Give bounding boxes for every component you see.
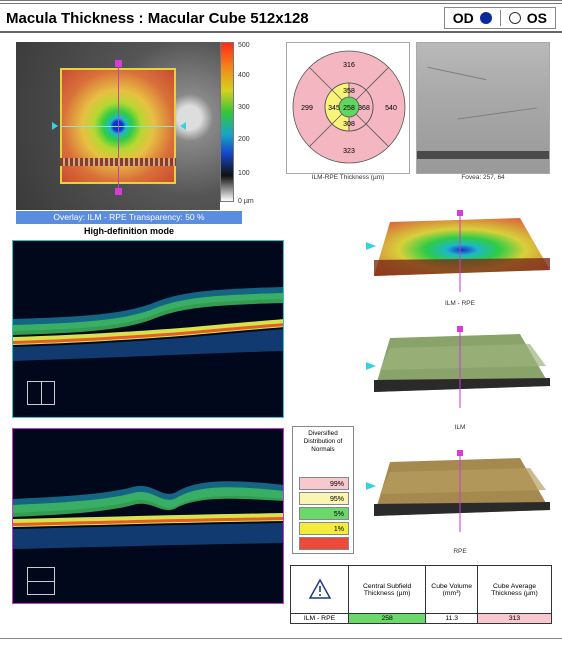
thickness-surface-3d[interactable]	[360, 208, 560, 300]
eye-od-option[interactable]: OD	[445, 10, 500, 26]
scan-marker-bottom[interactable]	[115, 188, 122, 195]
etdrs-outer-inferior: 323	[343, 148, 355, 155]
scale-tick: 100	[238, 170, 250, 177]
page-title: Macula Thickness : Macular Cube 512x128	[6, 9, 309, 27]
average-value: 313	[477, 613, 552, 624]
etdrs-grid-drawing: 258 358 345 368 308 316 299 540 323	[292, 50, 406, 164]
etdrs-caption: ILM-RPE Thickness (µm)	[311, 174, 385, 181]
col-central-subfield: Central Subfield Thickness (µm)	[347, 565, 427, 614]
thickness-stats-table: Central Subfield Thickness (µm) Cube Vol…	[290, 565, 552, 624]
header-divider	[0, 31, 562, 33]
legend-row	[299, 537, 349, 550]
eye-od-label: OD	[452, 10, 474, 26]
scan-arrow-left-icon[interactable]	[52, 122, 58, 130]
vessel-line	[457, 107, 537, 120]
eye-os-option[interactable]: OS	[499, 10, 555, 26]
scan-arrow-right-icon[interactable]	[180, 122, 186, 130]
central-value: 258	[347, 613, 427, 624]
surface-caption: ILM	[454, 424, 466, 431]
bscan-layers	[13, 287, 283, 361]
legend-row: 1%	[299, 522, 349, 535]
etdrs-center-value: 258	[343, 105, 355, 112]
mode-label: High-definition mode	[84, 226, 174, 236]
table-row: ILM - RPE 258 11.3 313	[290, 613, 552, 624]
scale-tick: 400	[238, 72, 250, 79]
etdrs-inner-inferior: 308	[343, 121, 355, 128]
col-cube-volume: Cube Volume (mm³)	[425, 565, 479, 614]
vertical-scan-line	[118, 60, 119, 194]
thickness-color-scale	[220, 42, 234, 202]
ilm-surface-3d[interactable]	[360, 324, 560, 416]
vertical-bscan[interactable]	[12, 428, 284, 604]
etdrs-outer-nasal: 299	[301, 105, 313, 112]
surface-caption: RPE	[453, 548, 467, 555]
scale-tick: 200	[238, 136, 250, 143]
normals-legend: Diversified Distribution of Normals 99% …	[292, 426, 354, 554]
radio-selected-icon	[479, 12, 492, 24]
legend-title: Diversified Distribution of Normals	[303, 430, 343, 453]
eye-os-label: OS	[526, 10, 547, 26]
etdrs-thickness-grid: 258 358 345 368 308 316 299 540 323	[286, 42, 410, 174]
scale-tick: 500	[238, 42, 250, 49]
bottom-rule	[0, 638, 562, 639]
legend-row: 99%	[299, 477, 349, 490]
scan-band	[60, 158, 176, 166]
legend-row: 5%	[299, 507, 349, 520]
top-rule	[0, 0, 562, 4]
etdrs-outer-temporal: 540	[385, 105, 397, 112]
rpe-surface-3d[interactable]	[360, 448, 560, 540]
fovea-scan-strip	[417, 151, 549, 159]
scale-tick: 0 µm	[238, 198, 254, 205]
legend-row: 95%	[299, 492, 349, 505]
etdrs-inner-temporal: 368	[358, 105, 370, 112]
overlay-caption: Overlay: ILM - RPE Transparency: 50 %	[16, 211, 242, 224]
volume-value: 11.3	[425, 613, 479, 624]
scan-orientation-icon	[27, 381, 55, 405]
bscan-layers	[13, 481, 283, 549]
row-label: ILM - RPE	[290, 613, 349, 624]
fovea-caption: Fovea: 257, 64	[461, 174, 505, 181]
etdrs-outer-superior: 316	[343, 62, 355, 69]
warning-cell	[290, 565, 349, 614]
horizontal-bscan[interactable]	[12, 240, 284, 418]
table-header-row: Central Subfield Thickness (µm) Cube Vol…	[290, 565, 552, 614]
fovea-slo-image	[416, 42, 550, 174]
col-cube-average: Cube Average Thickness (µm)	[477, 565, 552, 614]
scale-tick: 300	[238, 104, 250, 111]
scan-orientation-icon	[27, 567, 55, 595]
surface-caption: ILM - RPE	[445, 300, 475, 307]
etdrs-inner-superior: 358	[343, 88, 355, 95]
eye-selector: OD OS	[443, 7, 556, 29]
warning-icon	[308, 577, 331, 599]
vessel-line	[427, 66, 487, 81]
scan-marker-top[interactable]	[115, 60, 122, 67]
fundus-thickness-map[interactable]	[16, 42, 220, 210]
report-header: Macula Thickness : Macular Cube 512x128 …	[6, 6, 556, 30]
etdrs-inner-nasal: 345	[328, 105, 340, 112]
radio-empty-icon	[508, 12, 521, 24]
